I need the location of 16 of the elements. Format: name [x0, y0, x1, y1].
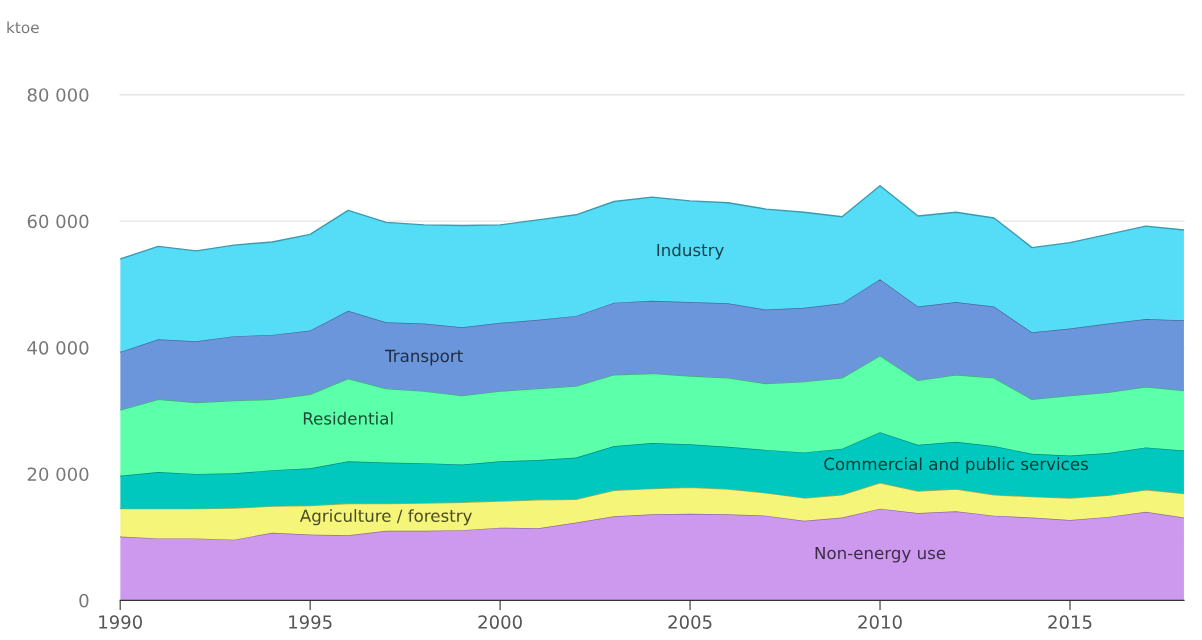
- y-tick-label: 0: [79, 593, 89, 608]
- y-tick-label: 80 000: [27, 88, 89, 102]
- series-label: Transport: [384, 349, 463, 366]
- x-tick-label: 2000: [478, 615, 522, 629]
- x-tick-label: 1990: [99, 615, 142, 629]
- y-tick-label: 20 000: [27, 467, 89, 482]
- x-tick-label: 2015: [1048, 615, 1092, 629]
- y-tick-label: 60 000: [27, 214, 89, 229]
- y-axis-title: ktoe: [7, 21, 39, 34]
- series-label: Commercial and public services: [824, 457, 1088, 474]
- y-tick-label: 40 000: [27, 340, 89, 355]
- series-label: Industry: [657, 243, 724, 260]
- x-tick-label: 2010: [858, 615, 902, 629]
- x-tick-label: 2005: [668, 615, 712, 629]
- x-tick-label: 1995: [289, 615, 332, 629]
- series-label: Residential: [303, 411, 393, 425]
